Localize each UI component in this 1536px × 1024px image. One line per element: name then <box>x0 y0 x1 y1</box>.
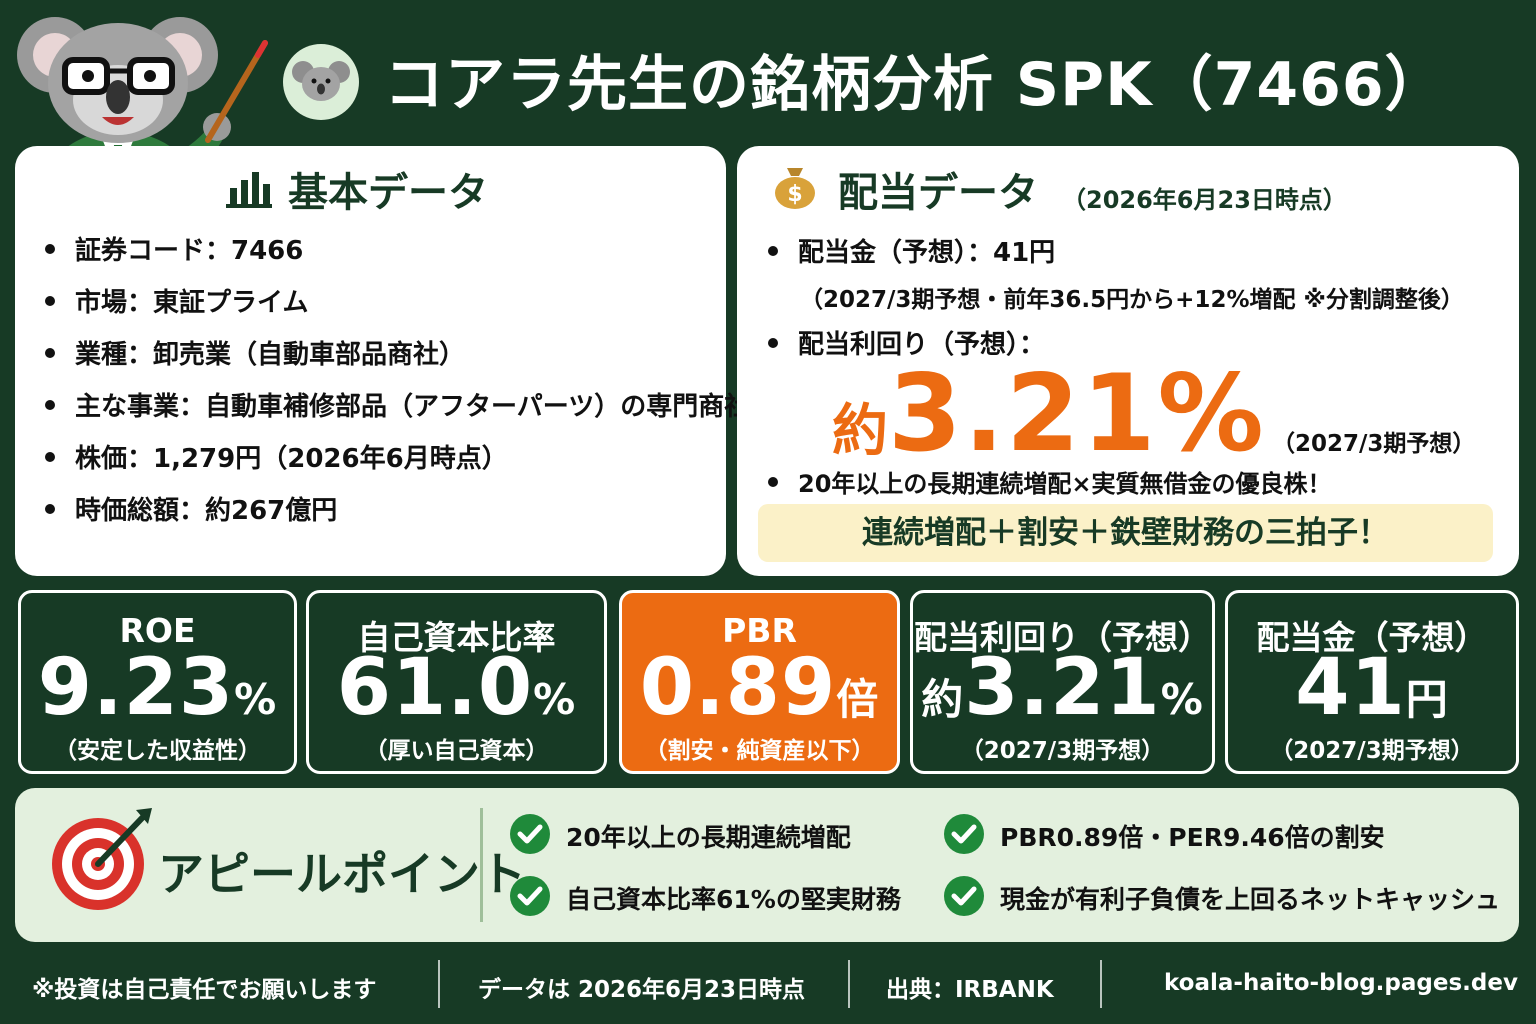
svg-text:$: $ <box>787 182 802 207</box>
basic-item: 時価総額：約267億円 <box>45 490 337 527</box>
money-bag-icon: $ <box>770 160 820 214</box>
page-title: コアラ先生の銘柄分析 SPK（7466） <box>384 50 1446 120</box>
basic-item: 市場：東証プライム <box>45 282 308 319</box>
metric-card-equity-ratio: 自己資本比率 61.0% （厚い自己資本） <box>306 590 607 774</box>
dividend-amount: 配当金（予想）：41円 <box>768 232 1055 269</box>
footer-separator <box>1100 960 1102 1008</box>
basic-item: 証券コード：7466 <box>45 230 303 267</box>
appeal-point: 現金が有利子負債を上回るネットキャッシュ <box>1000 885 1501 914</box>
dividend-yield-note: （2027/3期予想） <box>1272 431 1476 457</box>
metric-card-pbr: PBR 0.89倍 （割安・純資産以下） <box>619 590 900 774</box>
koala-logo-icon <box>283 44 359 120</box>
check-icon <box>944 876 984 916</box>
dividend-amount-note: （2027/3期予想・前年36.5円から+12%増配 ※分割調整後） <box>800 287 1464 313</box>
check-icon <box>944 814 984 854</box>
basic-data-panel <box>15 146 726 576</box>
metric-card-yield: 配当利回り（予想） 約3.21% （2027/3期予想） <box>910 590 1215 774</box>
footer-disclaimer: ※投資は自己責任でお願いします <box>32 977 377 1003</box>
dividend-yield-label: 配当利回り（予想）： <box>768 324 1045 361</box>
footer-source: 出典：IRBANK <box>886 977 1054 1003</box>
check-icon <box>510 876 550 916</box>
metric-card-dividend: 配当金（予想） 41円 （2027/3期予想） <box>1225 590 1519 774</box>
basic-item: 主な事業：自動車補修部品（アフターパーツ）の専門商社 <box>45 386 750 423</box>
appeal-point: PBR0.89倍・PER9.46倍の割安 <box>1000 823 1385 852</box>
footer-site-link[interactable]: koala-haito-blog.pages.dev <box>1164 970 1518 996</box>
footer-separator <box>438 960 440 1008</box>
appeal-point: 自己資本比率61%の堅実財務 <box>566 885 901 914</box>
dividend-data-title: 配当データ <box>838 170 1038 216</box>
basic-item: 業種：卸売業（自動車部品商社） <box>45 334 465 371</box>
footer-separator <box>848 960 850 1008</box>
dividend-banner: 連続増配＋割安＋鉄壁財務の三拍子！ <box>758 504 1493 562</box>
dividend-as-of: （2026年6月23日時点） <box>1062 186 1347 214</box>
check-icon <box>510 814 550 854</box>
appeal-title: アピールポイント <box>158 847 526 901</box>
appeal-panel <box>15 788 1519 942</box>
basic-item: 株価：1,279円（2026年6月時点） <box>45 438 508 475</box>
appeal-point: 20年以上の長期連続増配 <box>566 823 851 852</box>
dividend-yield-big: 約3.21% <box>832 352 1266 475</box>
bar-chart-icon <box>226 166 272 212</box>
metric-card-roe: ROE 9.23% （安定した収益性） <box>18 590 297 774</box>
appeal-divider <box>480 808 483 922</box>
target-icon <box>48 806 158 920</box>
dividend-extra: 20年以上の長期連続増配×実質無借金の優良株！ <box>768 464 1332 499</box>
basic-data-title: 基本データ <box>288 170 488 216</box>
footer-date: データは 2026年6月23日時点 <box>478 977 806 1003</box>
